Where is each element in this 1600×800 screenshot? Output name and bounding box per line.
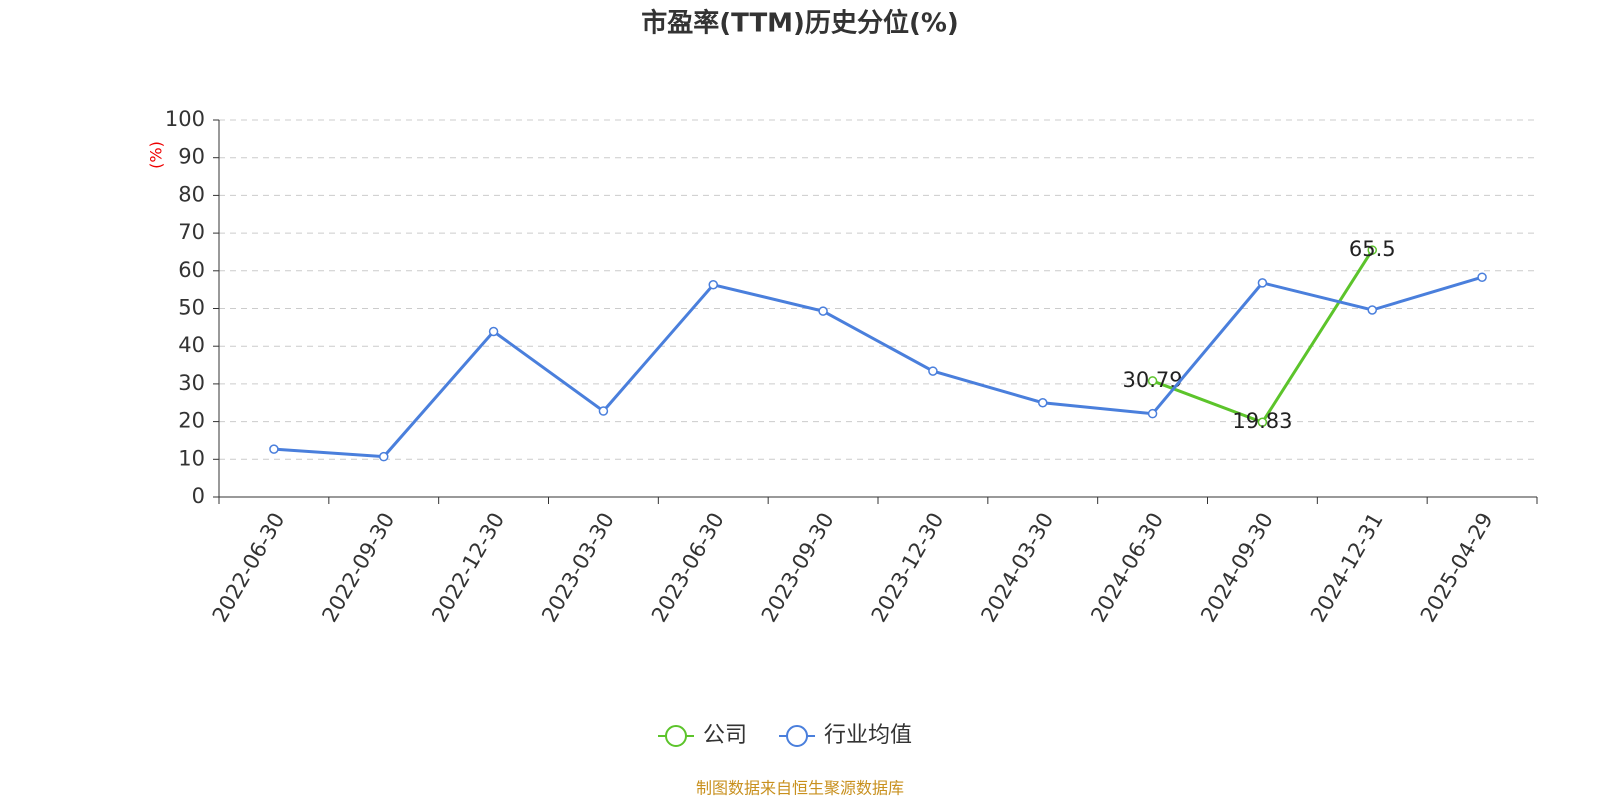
y-tick-label: 50 [178, 296, 205, 320]
data-label: 65.5 [1349, 237, 1396, 261]
y-tick-label: 70 [178, 220, 205, 244]
y-tick-label: 60 [178, 258, 205, 282]
data-point [1367, 245, 1377, 255]
x-tick-label: 2023-06-30 [647, 509, 729, 627]
legend-label: 公司 [703, 723, 747, 748]
legend-marker [786, 725, 809, 747]
data-point [708, 279, 718, 290]
y-tick-label: 90 [178, 145, 205, 169]
x-tick-label: 2022-06-30 [208, 509, 290, 627]
y-tick-label: 40 [178, 333, 205, 357]
source-note: 制图数据来自恒生聚源数据库 [696, 779, 904, 798]
data-point [269, 444, 279, 454]
y-tick-label: 0 [192, 484, 205, 508]
data-point [1257, 278, 1268, 288]
y-tick-label: 10 [178, 446, 205, 470]
x-tick-label: 2022-09-30 [317, 509, 399, 627]
x-tick-label: 2024-03-30 [976, 509, 1058, 627]
series-line [273, 275, 1483, 459]
data-point [1367, 305, 1377, 315]
y-tick-label: 80 [178, 182, 205, 206]
y-tick-label: 100 [165, 107, 205, 131]
y-tick-label: 30 [178, 371, 205, 395]
data-point [598, 406, 609, 416]
x-tick-label: 2024-09-30 [1196, 509, 1278, 627]
data-point [928, 366, 938, 376]
y-tick-label: 20 [178, 409, 205, 433]
legend-label: 行业均值 [824, 723, 912, 748]
data-point [1257, 417, 1268, 427]
x-tick-label: 2024-06-30 [1086, 509, 1168, 627]
data-point [1147, 408, 1158, 419]
data-point [379, 451, 389, 462]
data-point [1477, 272, 1487, 282]
series-line [1152, 249, 1374, 425]
x-tick-label: 2024-12-31 [1306, 509, 1388, 627]
data-label: 19.83 [1232, 409, 1292, 433]
y-axis-label: (%) [147, 141, 166, 169]
data-point [1038, 398, 1048, 408]
x-tick-label: 2022-12-30 [427, 509, 509, 627]
legend-marker [665, 725, 687, 747]
x-tick-label: 2023-03-30 [537, 509, 619, 627]
x-tick-label: 2023-12-30 [867, 509, 949, 627]
x-tick-label: 2025-04-29 [1416, 509, 1498, 627]
data-point [1147, 376, 1158, 386]
chart-title: 市盈率(TTM)历史分位(%) [641, 8, 959, 39]
data-point [818, 306, 828, 316]
x-tick-label: 2023-09-30 [757, 509, 839, 627]
data-point [488, 326, 499, 337]
